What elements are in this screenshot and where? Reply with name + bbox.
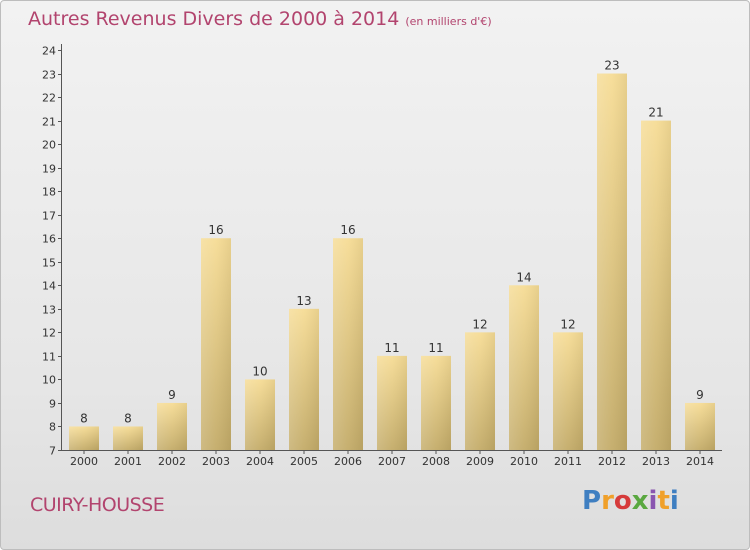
y-tick-label: 16 <box>42 233 56 246</box>
y-tick-label: 21 <box>42 116 56 129</box>
place-name: CUIRY-HOUSSE <box>30 494 165 516</box>
title-text: Autres Revenus Divers de 2000 à 2014 <box>28 8 400 30</box>
data-label: 8 <box>124 411 132 425</box>
x-tick-label: 2005 <box>290 455 318 468</box>
x-tick-label: 2004 <box>246 455 274 468</box>
data-label: 9 <box>696 388 704 402</box>
bar-shine <box>553 332 583 450</box>
x-tick-label: 2010 <box>510 455 538 468</box>
x-tick-label: 2012 <box>598 455 626 468</box>
data-label: 9 <box>168 388 176 402</box>
y-tick-label: 23 <box>42 69 56 82</box>
x-tick-label: 2009 <box>466 455 494 468</box>
y-tick-label: 22 <box>42 92 56 105</box>
data-label: 23 <box>604 59 619 73</box>
bar-shine <box>641 120 671 451</box>
y-tick-label: 19 <box>42 163 56 176</box>
y-tick-label: 18 <box>42 186 56 199</box>
bar-shine <box>465 332 495 450</box>
x-tick-label: 2003 <box>202 455 230 468</box>
data-label: 11 <box>384 341 399 355</box>
data-label: 12 <box>472 317 487 331</box>
x-tick-label: 2001 <box>114 455 142 468</box>
x-tick-label: 2006 <box>334 455 362 468</box>
x-tick-label: 2000 <box>70 455 98 468</box>
x-tick-label: 2008 <box>422 455 450 468</box>
data-label: 11 <box>428 341 443 355</box>
data-label: 8 <box>80 411 88 425</box>
data-label: 13 <box>296 294 311 308</box>
y-tick-label: 15 <box>42 257 56 270</box>
bar-shine <box>245 379 275 450</box>
y-tick-label: 24 <box>42 45 56 58</box>
data-label: 16 <box>208 223 223 237</box>
data-label: 10 <box>252 364 267 378</box>
y-tick-label: 17 <box>42 210 56 223</box>
bar-shine <box>377 355 407 450</box>
y-tick-label: 13 <box>42 304 56 317</box>
data-label: 16 <box>340 223 355 237</box>
data-label: 21 <box>648 106 663 120</box>
y-tick-label: 9 <box>49 398 56 411</box>
y-tick-label: 11 <box>42 351 56 364</box>
x-tick-label: 2007 <box>378 455 406 468</box>
bar-shine <box>333 238 363 450</box>
bar-shine <box>201 238 231 450</box>
x-tick-label: 2002 <box>158 455 186 468</box>
bar-shine <box>421 355 451 450</box>
y-tick-label: 10 <box>42 374 56 387</box>
bar-shine <box>113 426 143 450</box>
chart-title: Autres Revenus Divers de 2000 à 2014 (en … <box>28 8 492 30</box>
y-tick-label: 14 <box>42 280 56 293</box>
data-label: 14 <box>516 270 531 284</box>
bar-shine <box>597 73 627 450</box>
y-tick-label: 7 <box>49 445 56 458</box>
y-tick-label: 12 <box>42 327 56 340</box>
title-unit: (en milliers d'€) <box>405 15 492 28</box>
bar-shine <box>685 402 715 450</box>
x-tick-label: 2011 <box>554 455 582 468</box>
x-tick-label: 2013 <box>642 455 670 468</box>
bar-shine <box>157 402 187 450</box>
data-label: 12 <box>560 317 575 331</box>
x-tick-label: 2014 <box>686 455 714 468</box>
y-tick-label: 8 <box>49 421 56 434</box>
bar-shine <box>69 426 99 450</box>
bar-shine <box>509 285 539 450</box>
y-tick-label: 20 <box>42 139 56 152</box>
brand-logo: Proxiti <box>582 486 679 516</box>
bar-shine <box>289 308 319 450</box>
